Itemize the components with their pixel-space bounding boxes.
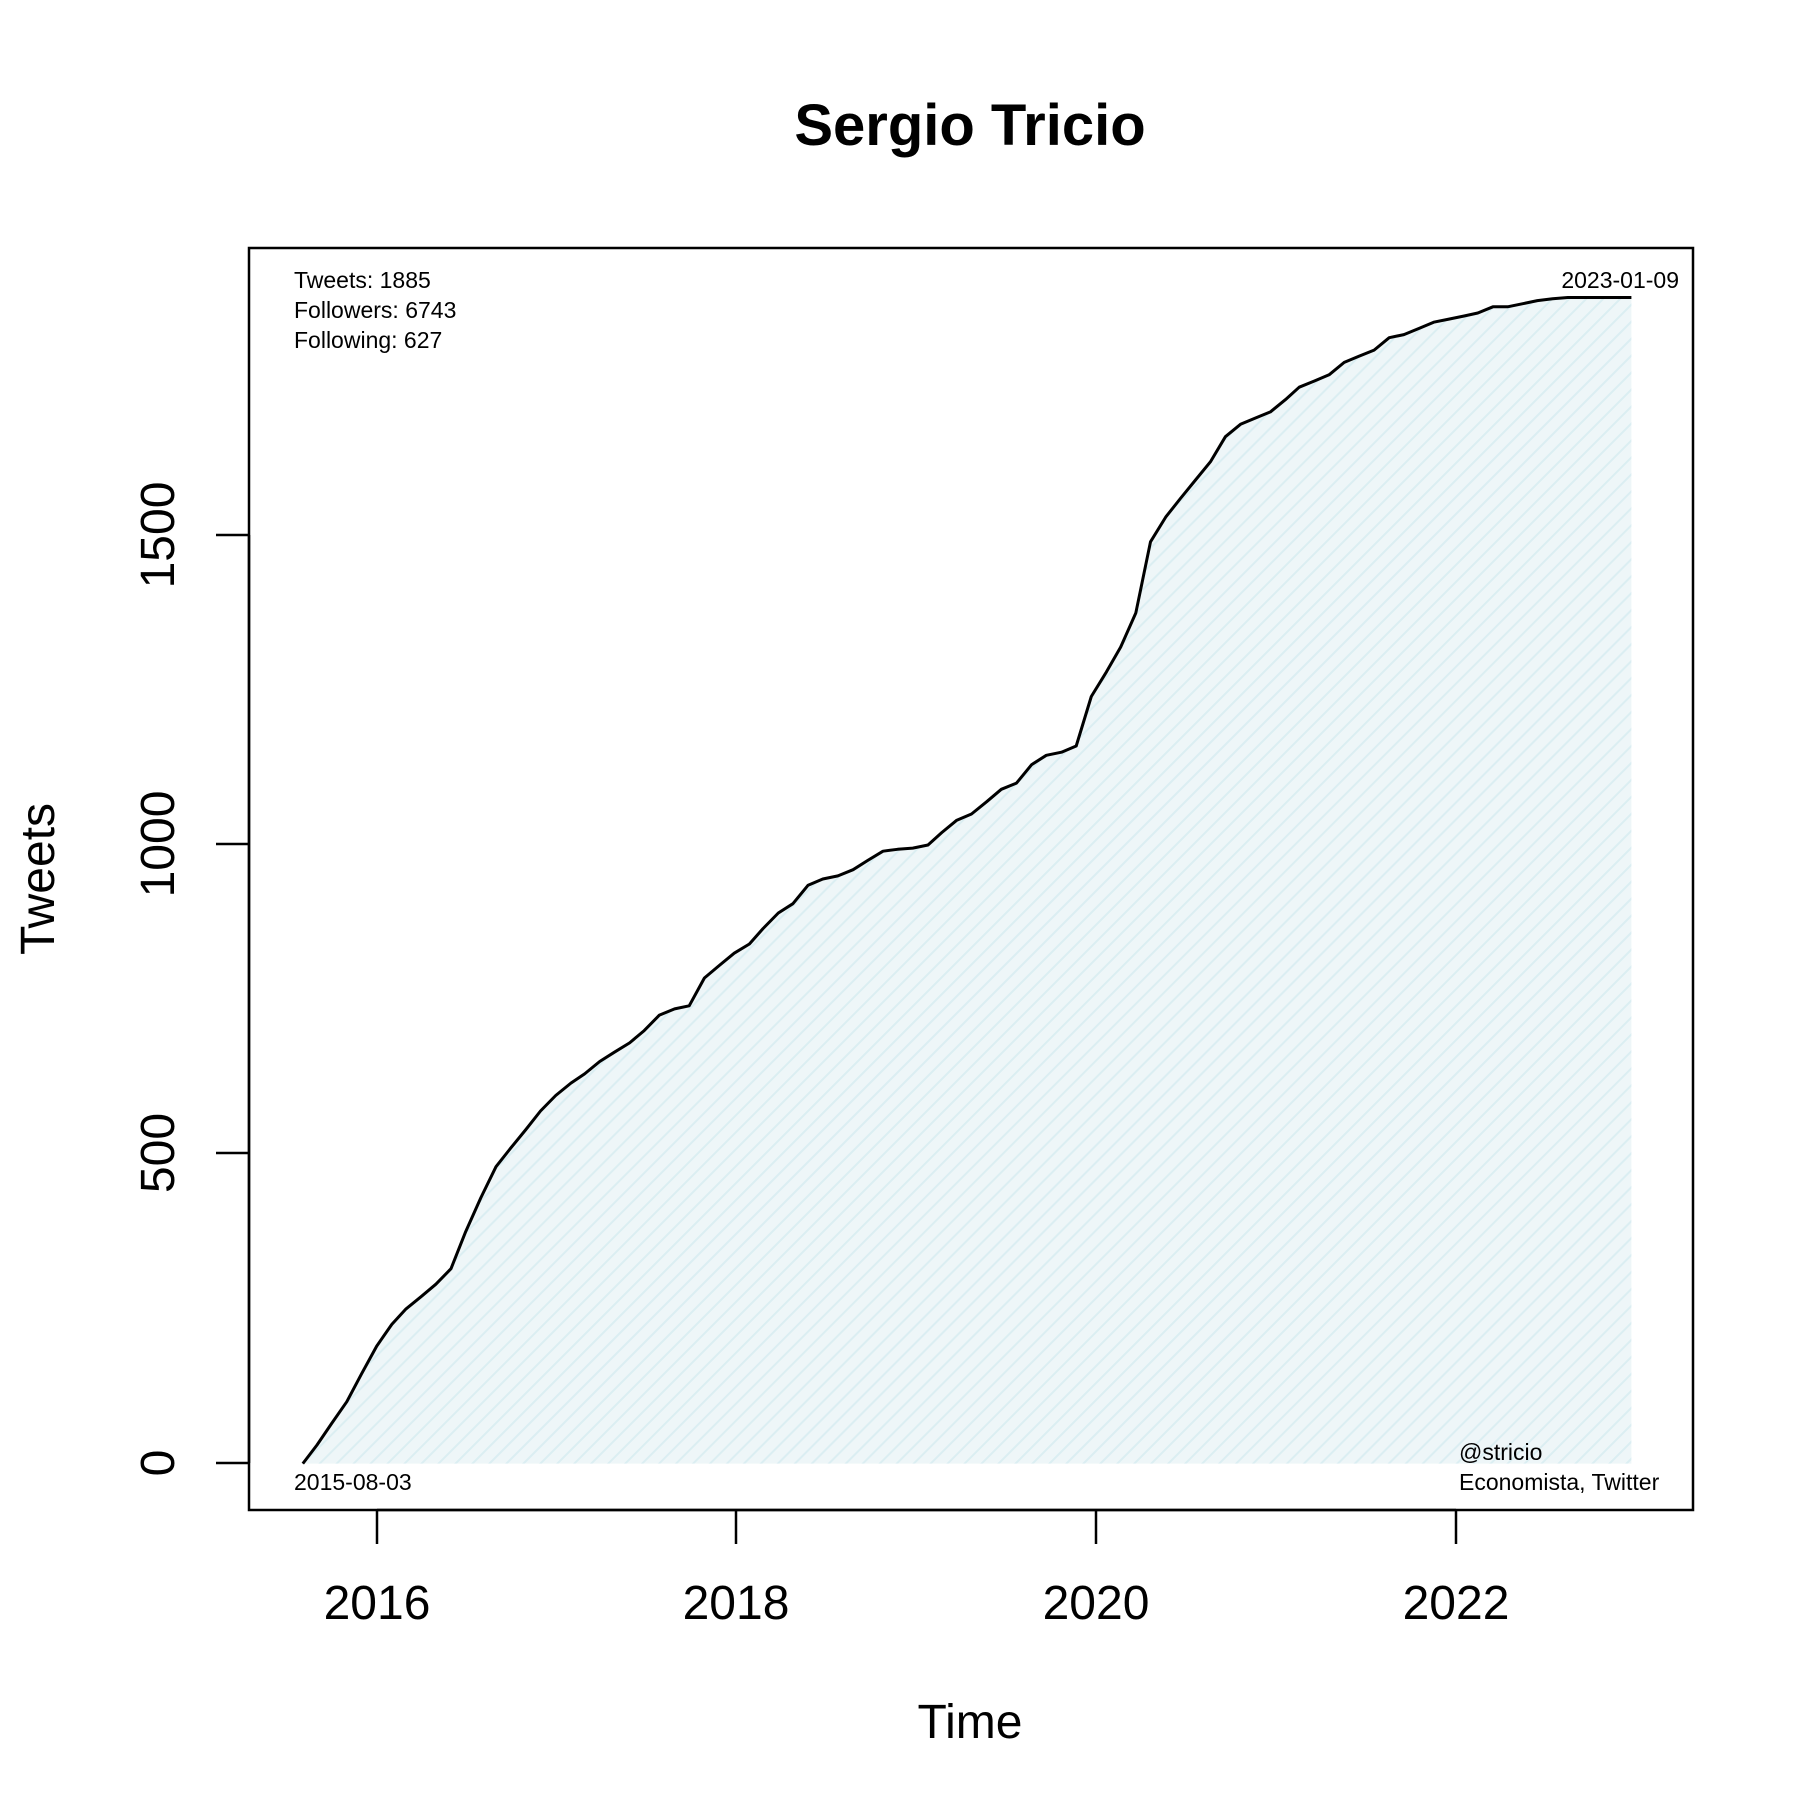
y-axis-title: Tweets [12,803,65,955]
followers-count: Followers: 6743 [294,297,456,323]
y-tick-label: 500 [132,1113,185,1193]
description-label: Economista, Twitter [1459,1469,1660,1495]
x-tick-label: 2016 [324,1577,431,1630]
x-tick-label: 2020 [1043,1577,1150,1630]
y-axis: 0 500 1000 1500 [132,482,251,1477]
x-tick-label: 2018 [683,1577,790,1630]
series-line [301,296,1632,1465]
chart-title: Sergio Tricio [794,93,1145,158]
y-tick-label: 0 [132,1450,185,1477]
tweets-count: Tweets: 1885 [294,267,431,293]
start-date-label: 2015-08-03 [294,1469,412,1495]
following-count: Following: 627 [294,327,442,353]
x-axis: 2016 2018 2020 2022 [324,1508,1510,1630]
area-fill [302,297,1632,1464]
y-tick-label: 1000 [132,791,185,898]
y-tick-label: 1500 [132,482,185,589]
x-axis-title: Time [918,1696,1023,1749]
end-date-label: 2023-01-09 [1561,267,1679,293]
handle-label: @stricio [1459,1439,1542,1465]
x-tick-label: 2022 [1403,1577,1510,1630]
